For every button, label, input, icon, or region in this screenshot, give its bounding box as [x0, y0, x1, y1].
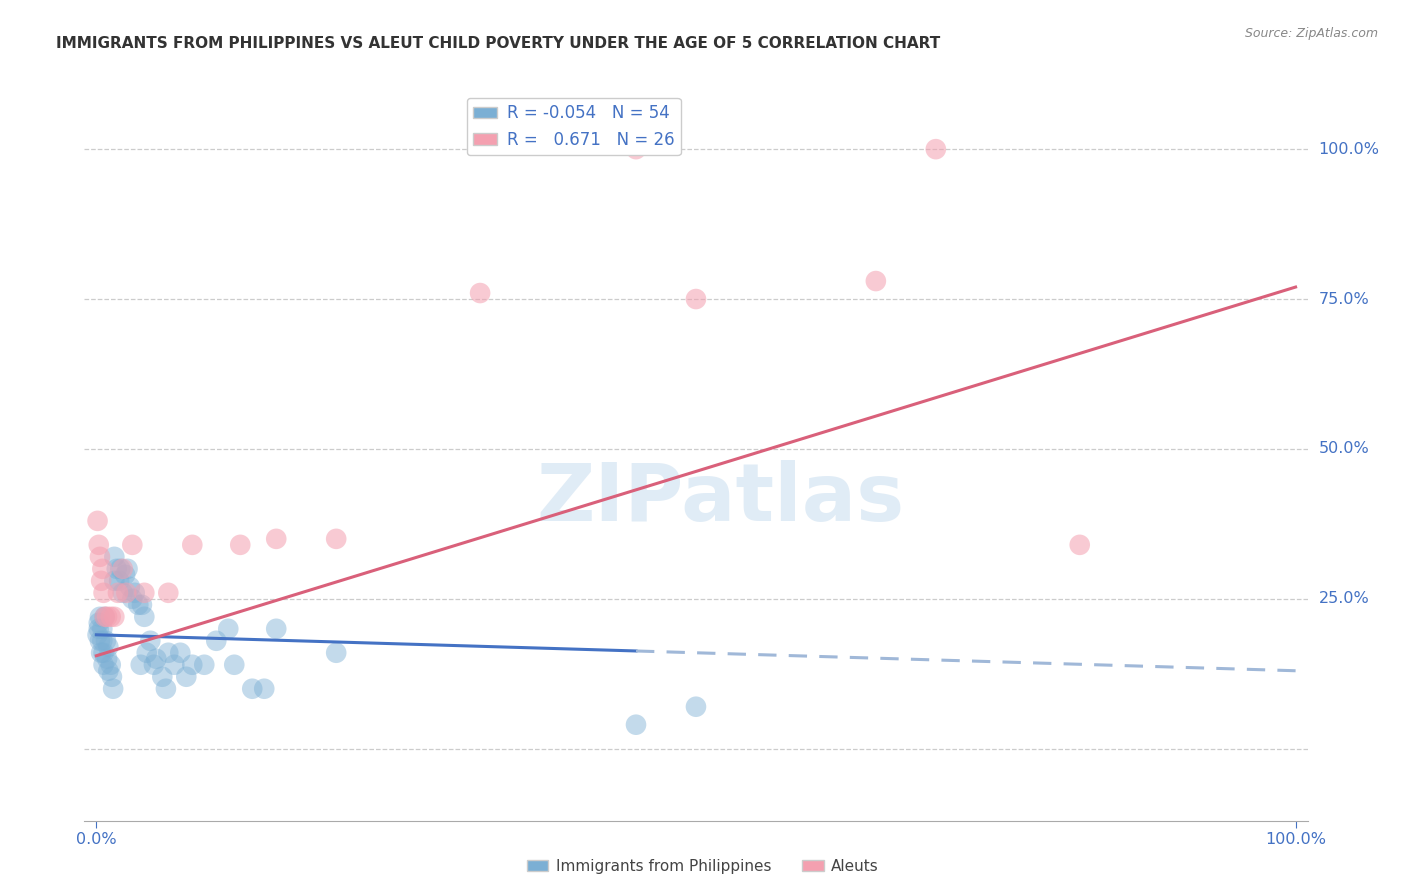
Point	[103, 609, 125, 624]
Point	[118, 580, 141, 594]
Point	[93, 657, 115, 672]
Point	[94, 633, 117, 648]
Point	[169, 646, 191, 660]
Point	[157, 646, 180, 660]
Point	[135, 646, 157, 660]
Point	[240, 681, 263, 696]
Point	[97, 664, 120, 678]
Point	[127, 598, 149, 612]
Point	[157, 586, 180, 600]
Point	[163, 657, 186, 672]
Point	[91, 622, 114, 636]
Point	[87, 538, 110, 552]
Point	[129, 657, 152, 672]
Point	[121, 538, 143, 552]
Point	[89, 633, 111, 648]
Point	[89, 609, 111, 624]
Point	[124, 586, 146, 600]
Point	[229, 538, 252, 552]
Point	[139, 633, 162, 648]
Point	[181, 657, 204, 672]
Point	[91, 633, 114, 648]
Point	[97, 640, 120, 654]
Text: 25.0%: 25.0%	[1319, 591, 1369, 607]
Point	[96, 609, 118, 624]
Point	[1069, 538, 1091, 552]
Point	[131, 598, 153, 612]
Point	[325, 532, 347, 546]
Point	[86, 514, 108, 528]
Point	[264, 532, 287, 546]
Point	[150, 670, 173, 684]
Point	[100, 657, 122, 672]
Point	[142, 657, 165, 672]
Point	[468, 286, 491, 301]
Point	[117, 562, 139, 576]
Point	[685, 292, 707, 306]
Legend: Immigrants from Philippines, Aleuts: Immigrants from Philippines, Aleuts	[522, 853, 884, 880]
Point	[103, 549, 125, 564]
Point	[87, 615, 110, 630]
Point	[925, 142, 948, 156]
Point	[224, 657, 246, 672]
Point	[115, 586, 138, 600]
Point	[90, 646, 112, 660]
Point	[193, 657, 215, 672]
Point	[87, 622, 110, 636]
Text: 50.0%: 50.0%	[1319, 442, 1369, 457]
Point	[101, 670, 124, 684]
Point	[174, 670, 197, 684]
Legend: R = -0.054   N = 54, R =   0.671   N = 26: R = -0.054 N = 54, R = 0.671 N = 26	[467, 97, 681, 155]
Text: Source: ZipAtlas.com: Source: ZipAtlas.com	[1244, 27, 1378, 40]
Point	[205, 633, 228, 648]
Point	[96, 652, 118, 666]
Point	[93, 646, 115, 660]
Text: 100.0%: 100.0%	[1319, 142, 1379, 157]
Point	[105, 562, 128, 576]
Point	[624, 142, 647, 156]
Point	[114, 567, 136, 582]
Point	[253, 681, 276, 696]
Point	[181, 538, 204, 552]
Point	[89, 549, 111, 564]
Point	[110, 562, 132, 576]
Point	[145, 652, 167, 666]
Point	[111, 586, 134, 600]
Point	[107, 586, 129, 600]
Point	[86, 628, 108, 642]
Point	[90, 574, 112, 588]
Text: IMMIGRANTS FROM PHILIPPINES VS ALEUT CHILD POVERTY UNDER THE AGE OF 5 CORRELATIO: IMMIGRANTS FROM PHILIPPINES VS ALEUT CHI…	[56, 36, 941, 51]
Point	[100, 609, 122, 624]
Point	[111, 562, 134, 576]
Point	[155, 681, 177, 696]
Point	[325, 646, 347, 660]
Point	[121, 591, 143, 606]
Point	[685, 699, 707, 714]
Point	[91, 562, 114, 576]
Text: ZIPatlas: ZIPatlas	[536, 459, 904, 538]
Point	[264, 622, 287, 636]
Point	[93, 586, 115, 600]
Point	[101, 681, 124, 696]
Point	[134, 609, 156, 624]
Point	[624, 717, 647, 731]
Point	[93, 609, 117, 624]
Point	[134, 586, 156, 600]
Point	[108, 574, 131, 588]
Point	[103, 574, 125, 588]
Point	[865, 274, 887, 288]
Point	[217, 622, 239, 636]
Point	[93, 609, 117, 624]
Text: 75.0%: 75.0%	[1319, 292, 1369, 307]
